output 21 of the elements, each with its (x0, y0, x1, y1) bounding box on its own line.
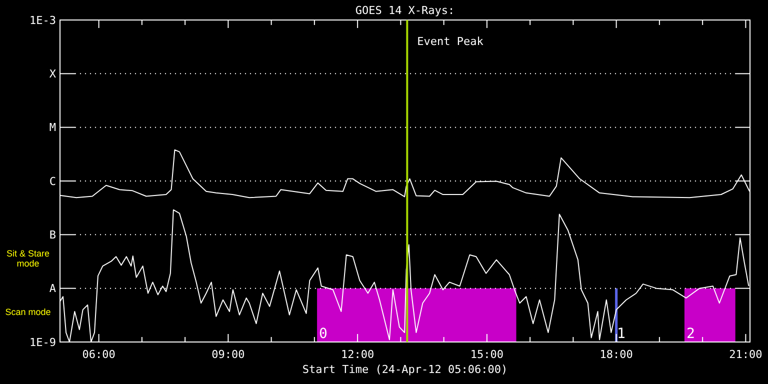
band-label: 0 (319, 326, 328, 342)
y-tick-label: A (49, 282, 56, 296)
text: Scan mode (5, 307, 51, 318)
y-tick-label: M (49, 121, 56, 134)
band-label: 1 (617, 326, 626, 342)
x-axis-title: Start Time (24-Apr-12 05:06:00) (302, 363, 508, 376)
y-tick-label: 1E-3 (30, 14, 56, 27)
x-tick-label: 09:00 (212, 348, 245, 361)
x-tick-label: 06:00 (82, 348, 116, 361)
y-tick-label: B (49, 228, 56, 242)
x-tick-label: 15:00 (470, 348, 504, 361)
y-tick-label: 1E-9 (30, 336, 56, 349)
ref-line-label: Event Peak (417, 35, 484, 48)
y-tick-label: C (49, 174, 56, 188)
x-tick-label: 12:00 (341, 348, 374, 361)
x-tick-label: 18:00 (600, 348, 633, 361)
text: Sit & Stare mode (6, 248, 50, 268)
y-tick-label: X (49, 68, 56, 81)
band-label: 2 (686, 326, 695, 342)
chart-title: GOES 14 X-Rays: (355, 4, 455, 17)
x-tick-label: 21:00 (729, 348, 762, 361)
